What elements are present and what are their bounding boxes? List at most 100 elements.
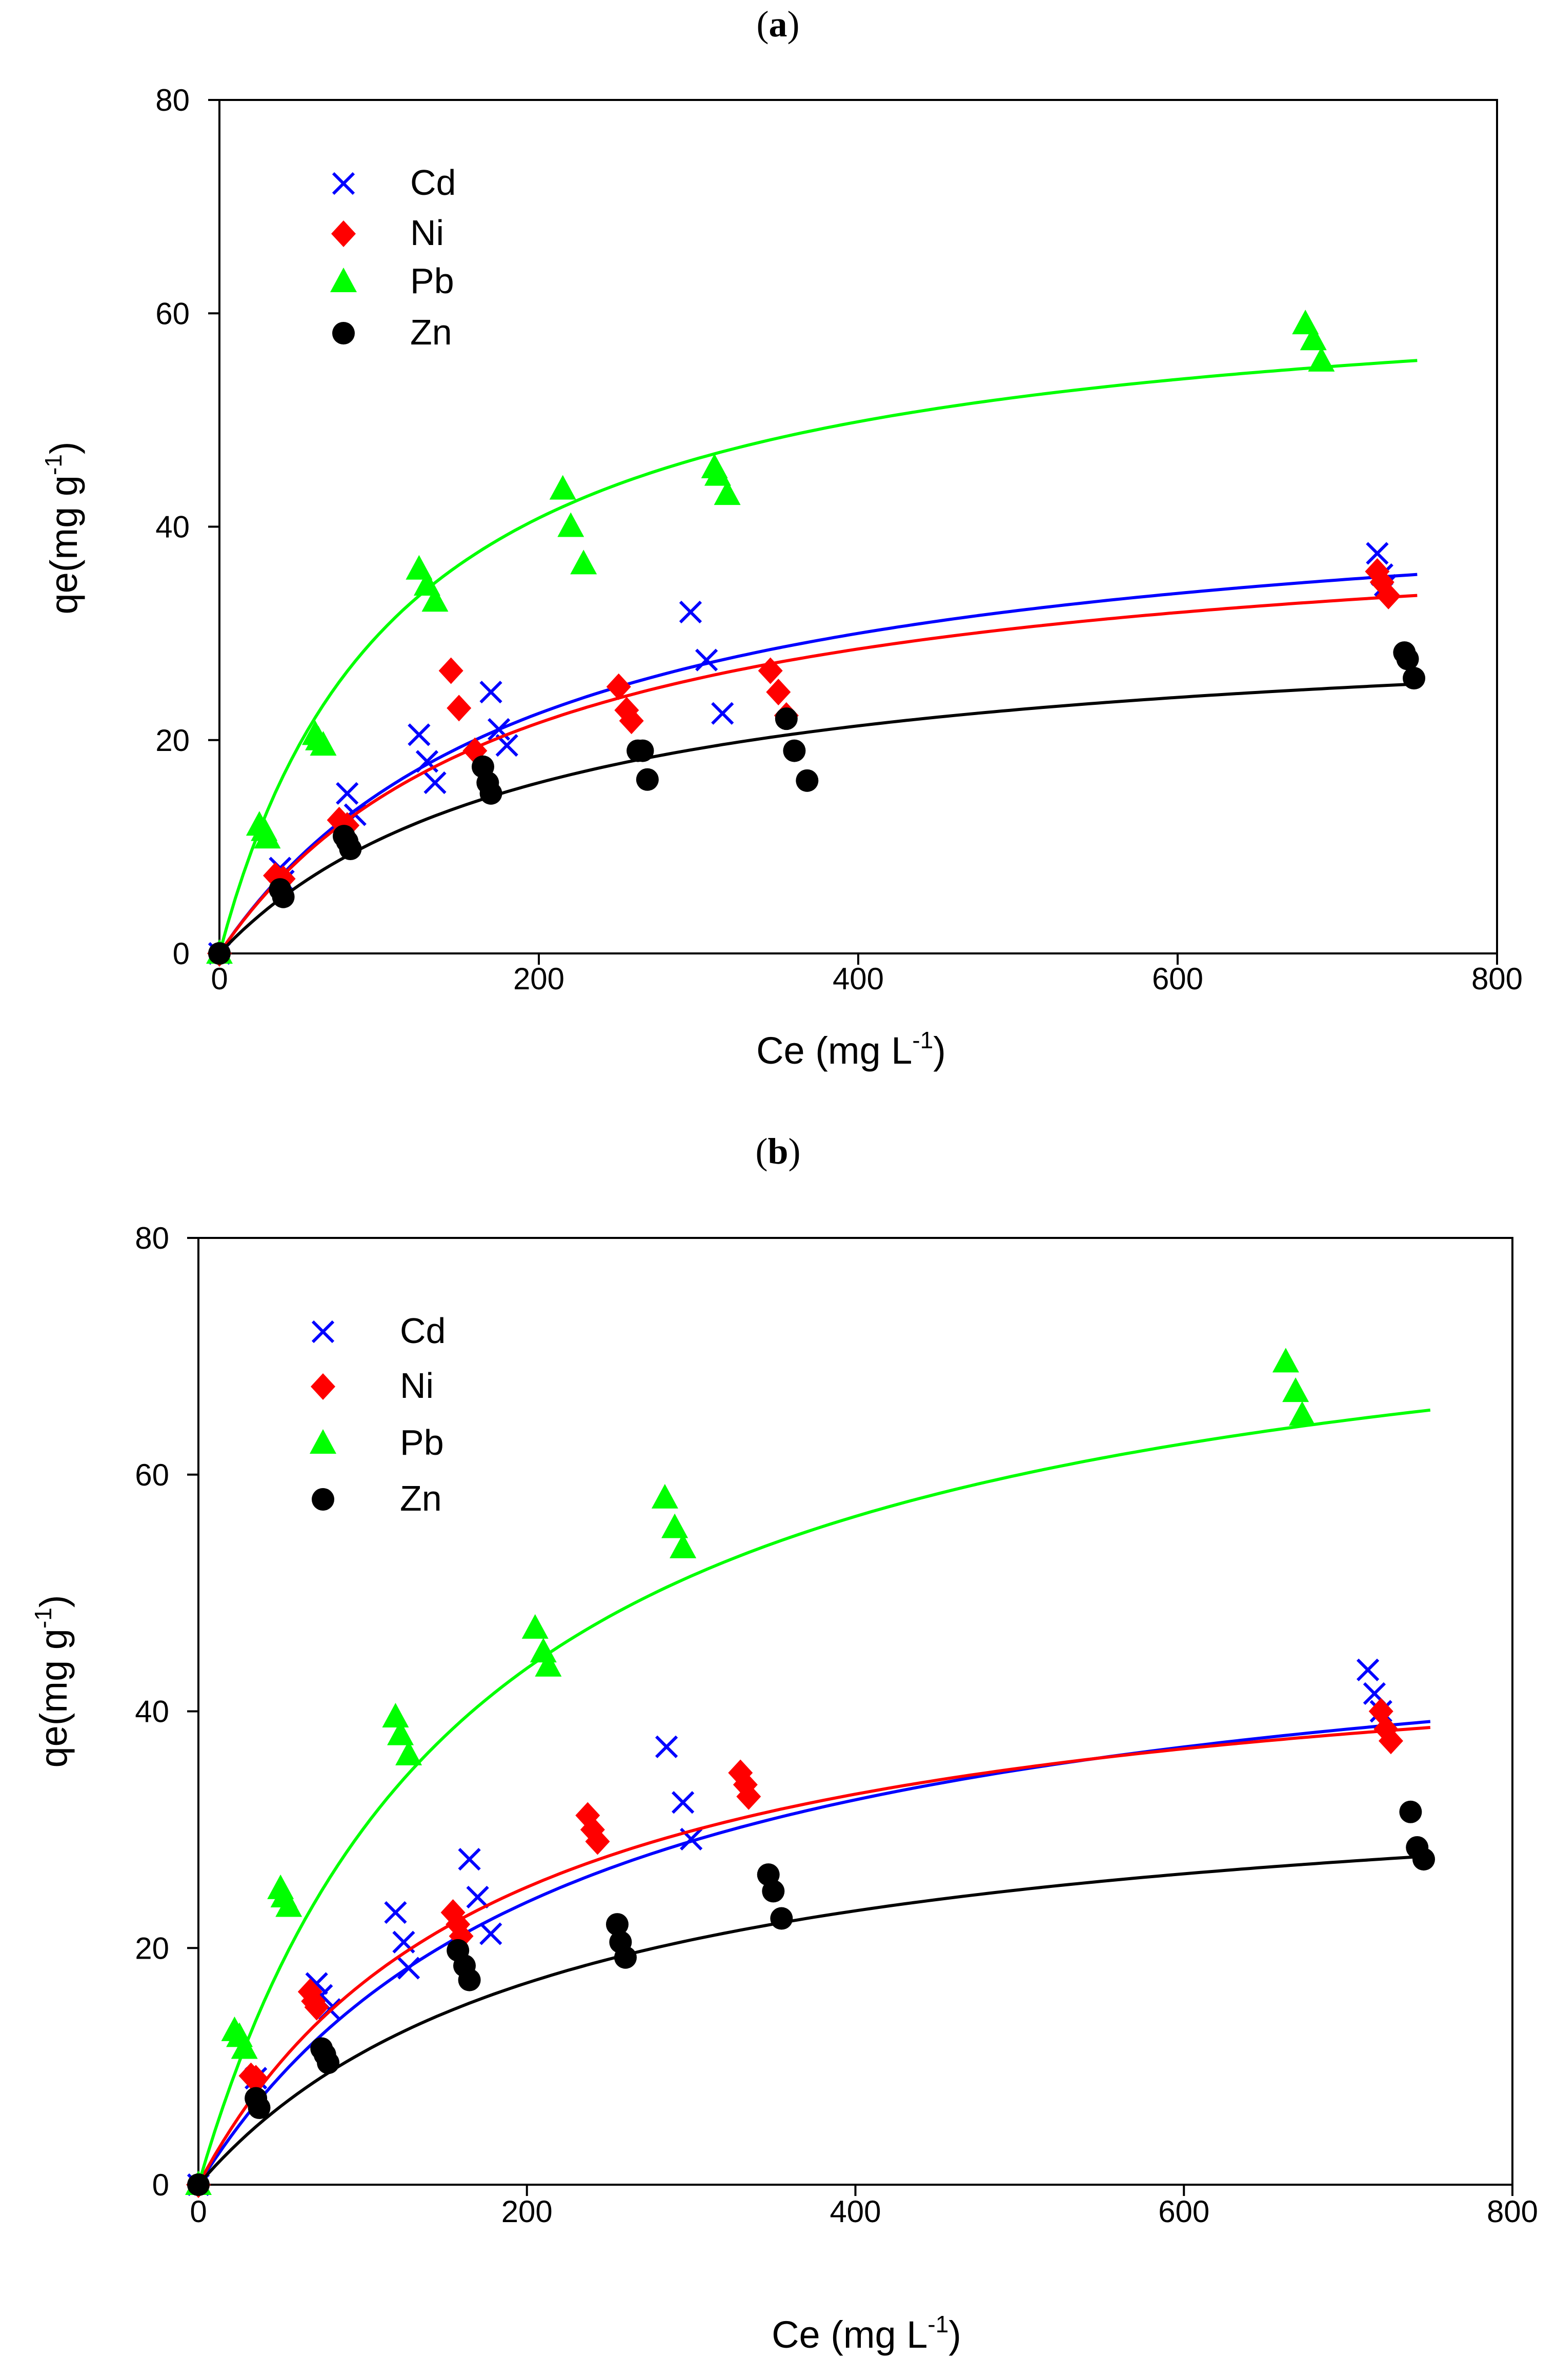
x-tick-label: 0 xyxy=(211,962,228,996)
data-point-zn xyxy=(187,2173,210,2196)
data-point-zn xyxy=(339,838,362,861)
legend-item-zn: Zn xyxy=(312,1478,442,1518)
data-point-pb xyxy=(1288,1401,1316,1426)
y-tick-label: 60 xyxy=(155,296,190,331)
data-point-ni xyxy=(438,657,463,684)
y-tick-label: 80 xyxy=(155,83,190,117)
data-point-cd xyxy=(479,680,502,704)
data-point-ni xyxy=(585,1828,610,1855)
fit-line-zn xyxy=(197,1854,1430,2186)
data-point-cd xyxy=(458,1847,481,1871)
data-point-ni xyxy=(1376,582,1401,609)
fit-line-zn xyxy=(218,682,1418,955)
data-point-pb xyxy=(421,587,449,612)
data-point-ni xyxy=(758,657,783,684)
data-point-pb xyxy=(1300,326,1327,351)
data-point-pb xyxy=(382,1703,409,1728)
data-point-zn xyxy=(762,1880,785,1903)
legend-label-pb: Pb xyxy=(400,1422,444,1462)
data-point-cd xyxy=(397,1957,420,1980)
legend-item-pb: Pb xyxy=(330,261,454,301)
legend-item-cd: Cd xyxy=(332,162,456,202)
fit-line-ni xyxy=(218,594,1418,954)
x-tick-label: 600 xyxy=(1158,2194,1209,2229)
data-point-pb xyxy=(1308,347,1335,372)
data-point-zn xyxy=(479,782,502,805)
data-point-cd xyxy=(336,782,359,805)
data-point-pb xyxy=(651,1483,678,1509)
legend-label-cd: Cd xyxy=(410,162,456,202)
data-point-zn xyxy=(605,1913,629,1936)
data-point-cd xyxy=(384,1901,407,1924)
y-tick-label: 80 xyxy=(135,1221,169,1255)
y-axis-title: qe(mg g-1) xyxy=(30,1595,75,1767)
y-tick-label: 0 xyxy=(152,2168,169,2202)
data-point-cd xyxy=(1356,1658,1380,1681)
x-tick-label: 200 xyxy=(513,962,564,996)
series-ni xyxy=(186,1698,1431,2198)
series-zn xyxy=(187,1800,1435,2196)
fit-line-pb xyxy=(218,359,1418,954)
x-tick-label: 200 xyxy=(501,2194,553,2229)
x-tick-label: 600 xyxy=(1152,962,1203,996)
data-point-zn xyxy=(208,942,231,965)
legend-label-ni: Ni xyxy=(410,213,444,253)
data-point-cd xyxy=(695,648,718,672)
data-point-cd xyxy=(655,1735,678,1758)
x-tick-label: 400 xyxy=(830,2194,881,2229)
data-point-cd xyxy=(408,723,431,746)
data-point-zn xyxy=(614,1946,637,1969)
y-tick-label: 0 xyxy=(173,937,190,971)
data-point-zn xyxy=(272,885,295,908)
data-point-ni xyxy=(1378,1727,1403,1755)
data-point-zn xyxy=(317,2051,340,2074)
legend-marker-zn xyxy=(312,1488,334,1511)
fit-line-cd xyxy=(197,1720,1431,2186)
y-tick-label: 60 xyxy=(135,1458,169,1492)
x-tick-label: 400 xyxy=(833,962,884,996)
data-point-pb xyxy=(714,480,741,505)
data-point-ni xyxy=(606,673,631,700)
x-tick-label: 800 xyxy=(1471,962,1523,996)
legend-item-cd: Cd xyxy=(311,1311,446,1351)
data-point-zn xyxy=(458,1968,481,1991)
x-tick-label: 800 xyxy=(1487,2194,1538,2229)
data-point-ni xyxy=(736,1783,761,1810)
data-point-zn xyxy=(770,1907,793,1930)
data-point-zn xyxy=(631,739,654,762)
chart-a: 0 200 400 600 800 0 20 40 60 80 Ce (mg L-1) qe(mg g… xyxy=(40,83,1523,1072)
legend-marker-ni xyxy=(331,220,356,247)
data-point-zn xyxy=(1412,1848,1435,1871)
data-point-pb xyxy=(231,2034,258,2059)
data-point-zn xyxy=(1403,667,1426,690)
legend-marker-zn xyxy=(332,322,355,344)
data-point-pb xyxy=(704,461,731,486)
data-point-pb xyxy=(1282,1377,1309,1402)
legend-item-zn: Zn xyxy=(332,312,452,352)
data-point-pb xyxy=(670,1533,697,1558)
data-point-cd xyxy=(679,600,702,624)
legend-label-cd: Cd xyxy=(400,1311,446,1351)
data-point-zn xyxy=(248,2096,271,2119)
fit-line-ni xyxy=(197,1726,1431,2186)
data-point-pb xyxy=(535,1652,562,1677)
series-zn xyxy=(208,641,1426,965)
data-point-pb xyxy=(570,550,597,575)
legend-item-ni: Ni xyxy=(311,1366,434,1406)
x-axis-title: Ce (mg L-1) xyxy=(756,1027,946,1072)
legend-label-ni: Ni xyxy=(400,1366,434,1406)
data-point-pb xyxy=(1272,1348,1299,1373)
data-point-pb xyxy=(661,1513,689,1538)
data-point-zn xyxy=(783,739,806,762)
series-pb xyxy=(185,1348,1431,2195)
data-point-cd xyxy=(671,1791,695,1814)
data-point-pb xyxy=(549,475,576,500)
data-point-cd xyxy=(711,702,734,725)
legend-marker-cd xyxy=(311,1320,335,1344)
legend-item-pb: Pb xyxy=(310,1422,444,1462)
y-tick-label: 40 xyxy=(135,1695,169,1729)
legend-label-zn: Zn xyxy=(410,312,452,352)
data-point-cd xyxy=(423,771,447,795)
data-point-cd xyxy=(466,1885,489,1909)
